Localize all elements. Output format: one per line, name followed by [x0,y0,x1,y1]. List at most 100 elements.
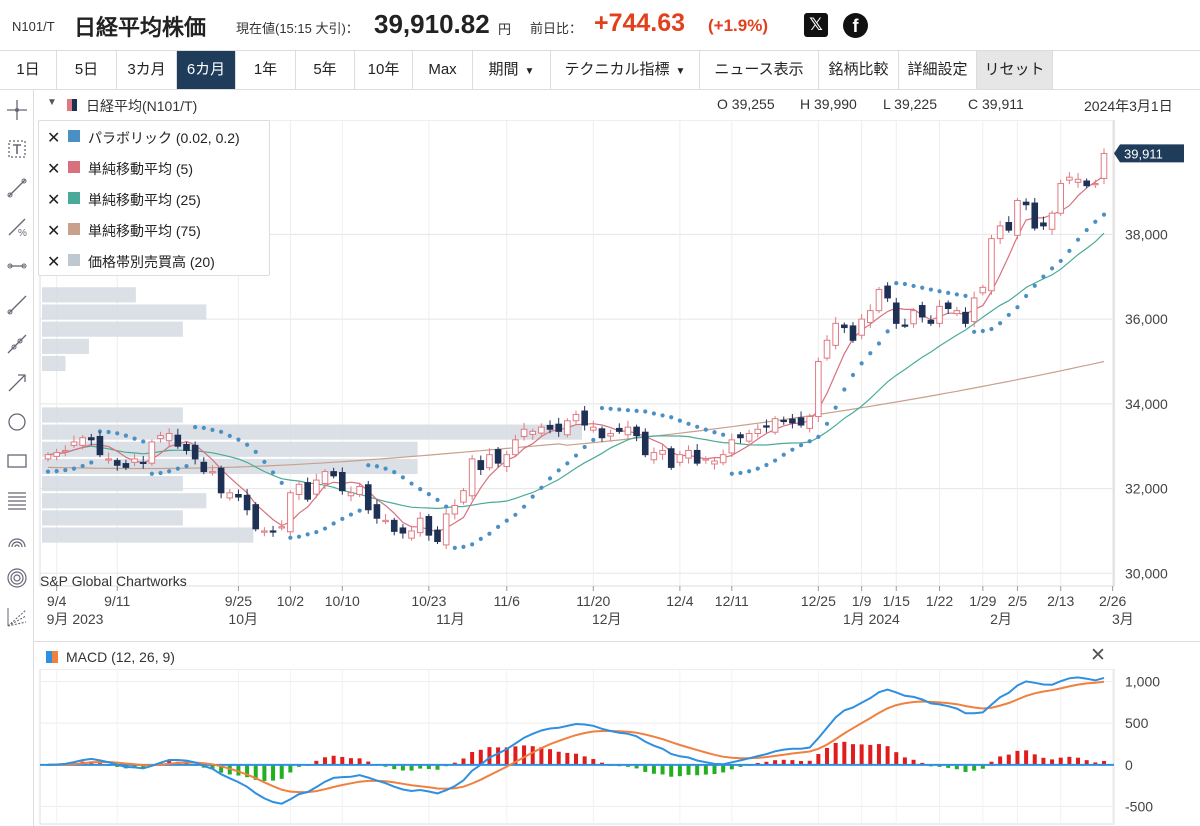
candle-body [1074,178,1082,183]
macd-histogram-bar [556,751,561,765]
remove-indicator-icon[interactable]: ✕ [47,130,61,147]
settings-button[interactable]: 詳細設定 [899,51,977,89]
fibonacci-circle-icon[interactable] [5,566,29,590]
period-button-3m[interactable]: 3カ月 [117,51,177,89]
high-value: H 39,990 [800,96,857,112]
circle-tool-icon[interactable] [5,410,29,434]
crosshair-icon[interactable] [5,98,29,122]
parabolic-dot [920,285,925,290]
candle-body [1022,201,1030,206]
period-button-max[interactable]: Max [413,51,473,89]
candle-body [1014,199,1021,236]
month-label: 10月 [228,611,258,627]
remove-indicator-icon[interactable]: ✕ [47,192,61,209]
period-button-5y[interactable]: 5年 [296,51,355,89]
period-button-10y[interactable]: 10年 [355,51,413,89]
legend-swatch [68,254,80,266]
parabolic-dot [755,466,760,471]
parabolic-dot [928,287,933,292]
candle-body [364,484,372,511]
volume-profile-bar [42,321,183,337]
period-button-5d[interactable]: 5日 [57,51,117,89]
parabolic-dot [167,469,172,474]
rectangle-tool-icon[interactable] [5,449,29,473]
macd-histogram-bar [1058,757,1063,765]
macd-histogram-bar [1006,754,1011,765]
candle-body [970,297,978,323]
candle-body [434,529,441,543]
news-toggle-button[interactable]: ニュース表示 [700,51,819,89]
compare-button[interactable]: 銘柄比較 [819,51,899,89]
close-value: C 39,911 [968,96,1024,112]
macd-histogram-bar [219,764,224,773]
close-panel-icon[interactable]: ✕ [1090,645,1106,666]
text-tool-icon[interactable] [5,137,29,161]
candle-body [538,426,545,434]
period-dropdown[interactable]: 期間 ▼ [473,51,551,89]
candle-body [858,318,865,336]
chart-toolbar: 1日 5日 3カ月 6カ月 1年 5年 10年 Max 期間 ▼ テクニカル指標 ▼… [0,50,1200,90]
y-axis-tick-label: 30,000 [1125,565,1168,581]
candle-body [719,454,727,464]
parabolic-dot [71,466,77,471]
fibonacci-fan-icon[interactable] [5,605,29,629]
remove-indicator-icon[interactable]: ✕ [47,254,61,271]
remove-indicator-icon[interactable]: ✕ [47,161,61,178]
facebook-share-icon[interactable]: f [843,13,868,38]
y-axis-tick-label: 32,000 [1125,481,1168,497]
parabolic-dot [374,464,380,469]
period-button-6m[interactable]: 6カ月 [177,51,236,89]
x-share-icon[interactable]: 𝕏 [804,13,828,37]
arrow-line-icon[interactable] [5,371,29,395]
fibonacci-arc-icon[interactable] [5,527,29,551]
candle-body [165,432,173,442]
parabolic-dot [980,328,985,334]
candle-body [209,471,216,474]
candle-body [763,425,770,428]
fibonacci-retracement-icon[interactable] [5,488,29,512]
candle-body [650,452,658,461]
price-chart[interactable]: 38,000 36,000 34,000 32,000 30,000 39,911 9/4 9… [34,120,1200,641]
macd-chart[interactable]: 1,000 500 0 -500 [34,669,1200,826]
percent-line-icon[interactable]: % [5,215,29,239]
price-change: +744.63 [594,9,686,37]
collapse-triangle-icon[interactable]: ▼ [47,97,57,108]
candlestick-symbol-icon [67,99,77,111]
parabolic-dot [911,283,916,289]
parabolic-dot [885,329,890,334]
technical-indicator-dropdown[interactable]: テクニカル指標 ▼ [551,51,700,89]
candle-body [1066,176,1073,181]
parabolic-dot [184,463,189,469]
watermark: S&P Global Chartworks [40,573,187,589]
last-price-tag [1114,144,1184,163]
macd-histogram-bar [764,761,769,765]
period-button-1d[interactable]: 1日 [0,51,57,89]
period-button-1y[interactable]: 1年 [236,51,296,89]
parabolic-dot [556,468,561,473]
parabolic-dot [625,408,631,413]
macd-histogram-bar [271,764,276,781]
horizontal-segment-icon[interactable] [5,254,29,278]
macd-histogram-bar [357,758,362,765]
macd-histogram-bar [487,747,492,765]
ray-line-icon[interactable] [5,293,29,317]
macd-histogram-bar [946,764,951,768]
remove-indicator-icon[interactable]: ✕ [47,223,61,240]
parabolic-dot [859,361,864,366]
volume-profile-bar [42,355,66,372]
parabolic-dot [340,516,345,521]
macd-info-bar: MACD (12, 26, 9) ✕ [34,641,1200,669]
period-dropdown-label: 期間 [488,61,519,78]
macd-histogram-bar [478,749,483,765]
candle-body [1048,212,1056,230]
parabolic-dot [461,544,466,549]
macd-histogram-bar [1015,750,1020,765]
low-value: L 39,225 [883,96,937,112]
macd-symbol-icon [46,651,58,663]
extended-line-icon[interactable] [5,332,29,356]
parabolic-dot [322,526,328,531]
trend-line-icon[interactable] [5,176,29,200]
macd-histogram-bar [703,764,708,775]
legend-swatch [68,223,80,235]
reset-button[interactable]: リセット [977,51,1053,89]
